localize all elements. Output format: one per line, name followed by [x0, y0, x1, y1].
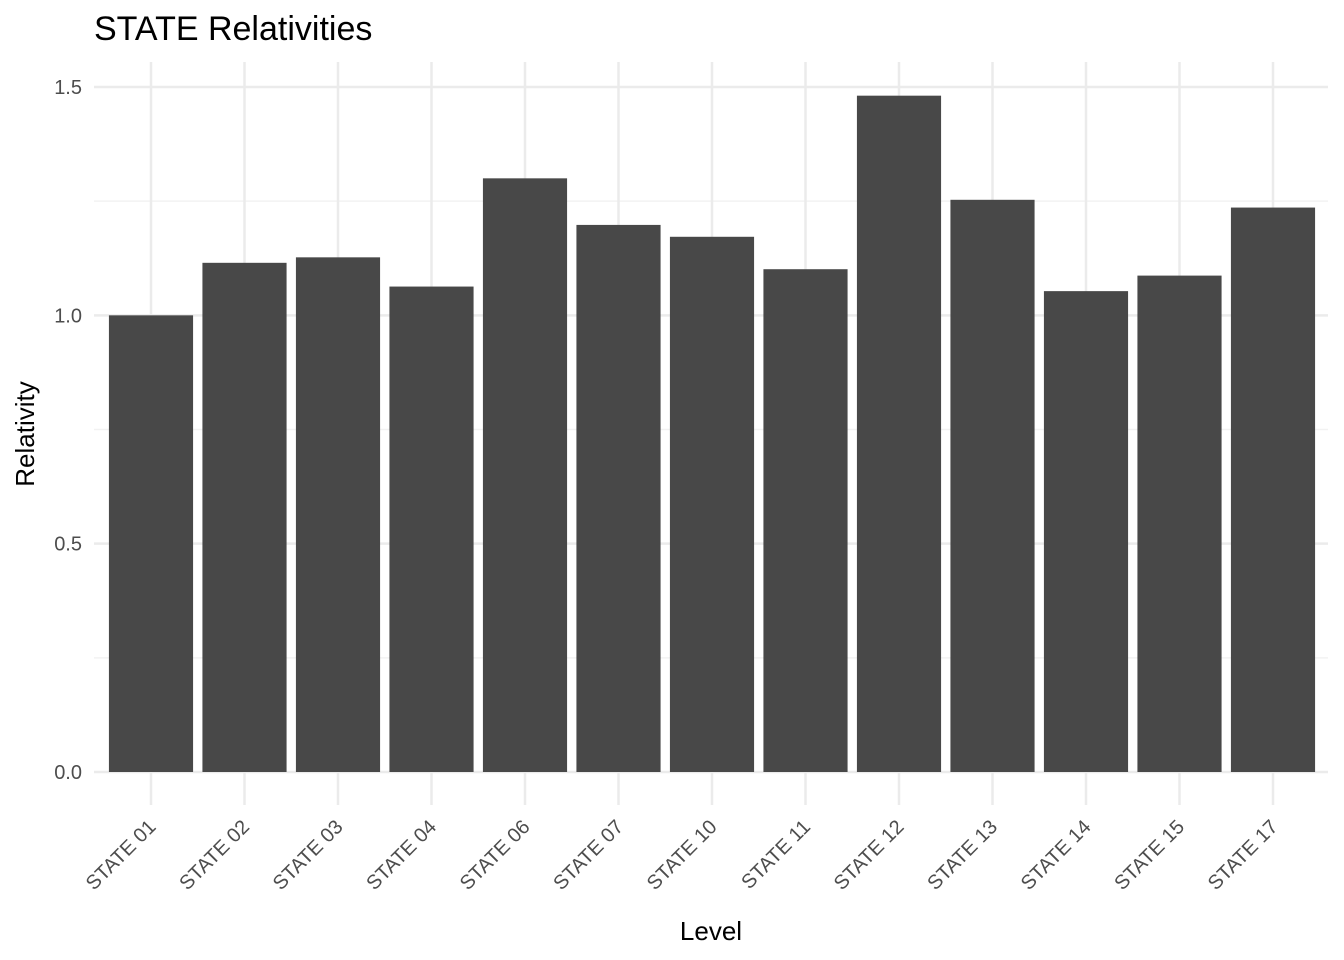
bar-state-13: [950, 199, 1035, 773]
x-tick-label: STATE 03: [269, 816, 348, 895]
y-axis-title: Relativity: [10, 381, 40, 486]
bar-state-15: [1137, 275, 1222, 772]
bar-state-03: [295, 257, 381, 772]
x-tick-label: STATE 12: [830, 816, 909, 895]
y-tick-label: 1.5: [54, 77, 82, 99]
bar-layer: [108, 95, 1316, 773]
x-tick-label: STATE 06: [456, 816, 535, 895]
x-tick-label: STATE 07: [549, 816, 628, 895]
chart-title: STATE Relativities: [94, 10, 372, 48]
bar-state-12: [856, 95, 942, 773]
x-tick-label: STATE 13: [923, 816, 1002, 895]
y-tick-label: 0.0: [54, 762, 82, 784]
x-tick-label: STATE 17: [1204, 816, 1283, 895]
x-tick-label: STATE 14: [1017, 816, 1096, 895]
x-tick-label: STATE 01: [82, 816, 161, 895]
y-tick-label: 1.0: [54, 305, 82, 327]
y-tick-labels: 0.0 0.5 1.0 1.5: [54, 77, 82, 784]
x-tick-label: STATE 15: [1110, 816, 1189, 895]
x-axis-title: Level: [680, 916, 742, 946]
x-tick-label: STATE 10: [643, 816, 722, 895]
bar-state-02: [202, 262, 287, 772]
bar-state-04: [389, 286, 474, 772]
x-tick-labels: STATE 01 STATE 02 STATE 03 STATE 04 STATE 06…: [82, 816, 1283, 895]
bar-state-10: [669, 236, 755, 772]
x-tick-label: STATE 04: [362, 816, 441, 895]
bar-state-17: [1230, 207, 1316, 772]
bar-state-11: [763, 269, 848, 772]
x-tick-label: STATE 11: [737, 816, 815, 894]
bar-state-14: [1043, 291, 1129, 772]
y-tick-label: 0.5: [54, 534, 82, 556]
bar-state-06: [482, 178, 568, 773]
x-tick-label: STATE 02: [175, 816, 254, 895]
bar-state-01: [108, 315, 194, 772]
bar-state-07: [576, 224, 661, 772]
